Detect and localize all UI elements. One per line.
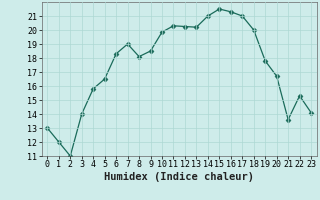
X-axis label: Humidex (Indice chaleur): Humidex (Indice chaleur)	[104, 172, 254, 182]
